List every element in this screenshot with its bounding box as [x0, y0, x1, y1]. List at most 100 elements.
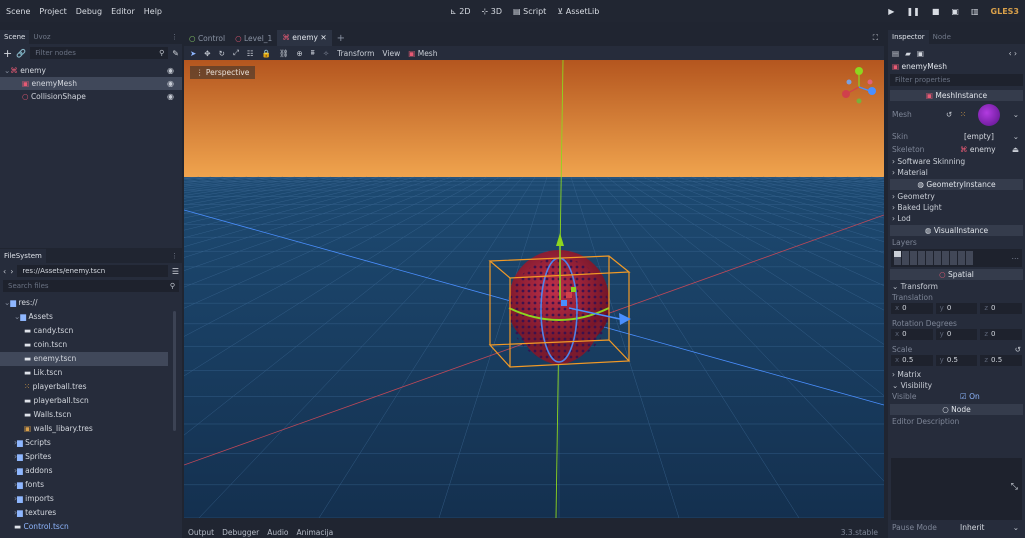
transform-menu[interactable]: Transform — [337, 48, 375, 58]
category-transform[interactable]: ⌄ Transform — [892, 282, 938, 291]
object-header[interactable]: ▣ enemyMesh — [892, 62, 947, 71]
editor-description-field[interactable]: ⤡ — [891, 458, 1022, 520]
renderer-label[interactable]: GLES3 — [990, 6, 1019, 16]
file-tree-item[interactable]: ▬ Lik.tscn — [24, 368, 63, 377]
link-icon[interactable]: 🔗 — [16, 48, 27, 58]
collapse-icon[interactable]: ⌄ — [4, 298, 11, 307]
tab-debugger[interactable]: Debugger — [222, 528, 260, 537]
file-tree-item[interactable]: ▬ candy.tscn — [24, 326, 74, 335]
expand-icon[interactable]: ⤡ — [1010, 482, 1018, 492]
chevron-down-icon[interactable]: ⌄ — [1012, 132, 1019, 141]
tab-node[interactable]: Node — [932, 33, 951, 41]
tree-node-enemymesh[interactable]: ▣ enemyMesh ◉ — [0, 77, 182, 90]
menu-debug[interactable]: Debug — [75, 6, 103, 16]
add-node-icon[interactable]: + — [3, 46, 13, 60]
tab-audio[interactable]: Audio — [267, 528, 289, 537]
play-icon[interactable]: ▶ — [888, 6, 895, 16]
menu-editor[interactable]: Editor — [111, 6, 135, 16]
revert-icon[interactable]: ↺ — [1014, 345, 1021, 354]
close-icon[interactable]: ✕ — [320, 33, 327, 42]
mode-2d-button[interactable]: ⊾ 2D — [450, 6, 471, 16]
split-mode-icon[interactable]: ☰ — [171, 266, 179, 276]
filter-nodes-input[interactable]: Filter nodes ⚲ — [30, 47, 169, 59]
mesh-menu[interactable]: ▣ Mesh — [408, 48, 438, 58]
file-tree-item[interactable]: ›▆ imports — [14, 494, 54, 503]
forward-icon[interactable]: › — [10, 266, 14, 276]
collapse-icon[interactable]: › — [14, 480, 17, 489]
mode-script-button[interactable]: ▤ Script — [513, 6, 547, 16]
section-node[interactable]: ○ Node — [890, 404, 1023, 415]
load-resource-icon[interactable]: ▰ — [905, 49, 911, 58]
list-select-icon[interactable]: ☷ — [246, 48, 254, 58]
file-tree-item[interactable]: ⌄▆ Assets — [14, 312, 53, 321]
tab-enemy[interactable]: ⌘ enemy ✕ — [277, 30, 332, 46]
tab-scene[interactable]: Scene — [0, 30, 30, 44]
file-tree-item[interactable]: ▬ Control.tscn — [14, 522, 69, 531]
scale-tool-icon[interactable]: ⤢ — [232, 48, 239, 57]
chevron-down-icon[interactable]: ⌄ — [1012, 523, 1019, 532]
mode-assetlib-button[interactable]: ⊻ AssetLib — [557, 6, 600, 16]
collapse-icon[interactable]: › — [14, 452, 17, 461]
dock-menu-icon[interactable]: ⋮ — [171, 33, 178, 41]
visibility-eye-icon[interactable]: ◉ — [167, 66, 174, 75]
section-meshinstance[interactable]: ▣ MeshInstance — [890, 90, 1023, 101]
back-icon[interactable]: ‹ — [3, 266, 7, 276]
section-geometryinstance[interactable]: ◍ GeometryInstance — [890, 179, 1023, 190]
lock-icon[interactable]: 🔒 — [261, 48, 271, 58]
skeleton-value[interactable]: ⌘ enemy — [960, 145, 996, 154]
new-tab-icon[interactable]: + — [336, 32, 346, 44]
file-tree-item[interactable]: ›▆ textures — [14, 508, 57, 517]
file-tree-item[interactable]: ▬ enemy.tscn — [0, 352, 168, 366]
file-tree-item[interactable]: ▣ walls_libary.tres — [24, 424, 93, 433]
perspective-menu[interactable]: ⋮ Perspective — [190, 66, 256, 79]
enemy-mesh[interactable] — [508, 250, 610, 365]
orientation-gizmo[interactable] — [842, 67, 876, 104]
dock-menu-icon[interactable]: ⋮ — [171, 252, 178, 260]
layers-grid[interactable]: … — [891, 249, 1022, 267]
collapse-icon[interactable]: › — [14, 438, 17, 447]
more-icon[interactable]: … — [1011, 252, 1020, 261]
category-visibility[interactable]: ⌄ Visibility — [892, 381, 933, 390]
visible-checkbox[interactable]: ☑ On — [960, 392, 980, 401]
tab-animacija[interactable]: Animacija — [296, 528, 334, 537]
filter-properties-input[interactable]: Filter properties — [890, 74, 1023, 86]
tab-control[interactable]: ○ Control — [189, 33, 226, 43]
path-field[interactable]: res://Assets/enemy.tscn — [17, 265, 168, 277]
assign-icon[interactable]: ⏏ — [1011, 145, 1019, 154]
category-geometry[interactable]: › Geometry — [892, 192, 935, 201]
local-space-icon[interactable]: ⊕ — [296, 48, 303, 58]
camera-icon[interactable]: ✧ — [322, 48, 330, 58]
3d-viewport[interactable]: ⋮ Perspective — [184, 60, 884, 518]
tab-inspector[interactable]: Inspector — [888, 30, 929, 44]
pause-icon[interactable]: ❚❚ — [906, 6, 920, 16]
tree-node-collisionshape[interactable]: ○ CollisionShape ◉ — [22, 92, 174, 101]
menu-scene[interactable]: Scene — [6, 6, 31, 16]
category-material[interactable]: › Material — [892, 168, 928, 177]
revert-icon[interactable]: ↺ — [946, 110, 953, 119]
move-tool-icon[interactable]: ✥ — [204, 48, 211, 58]
stop-icon[interactable]: ■ — [931, 6, 940, 16]
tree-node-enemy[interactable]: ⌄⌘ enemy ◉ — [4, 66, 174, 75]
save-icon[interactable]: ▣ — [916, 49, 924, 58]
scale-z-field[interactable]: z 0.5 — [980, 355, 1023, 366]
category-baked-light[interactable]: › Baked Light — [892, 203, 942, 212]
search-files-input[interactable]: Search files ⚲ — [3, 280, 179, 292]
visibility-eye-icon[interactable]: ◉ — [167, 92, 174, 101]
snap-icon[interactable]: ⩩ — [310, 48, 315, 57]
file-tree-item[interactable]: ›▆ Sprites — [14, 452, 52, 461]
file-tree-item[interactable]: ⁙ playerball.tres — [24, 382, 87, 391]
collapse-icon[interactable]: › — [14, 466, 17, 475]
file-tree-item[interactable]: ▬ coin.tscn — [24, 340, 68, 349]
pause-mode-value[interactable]: Inherit — [960, 523, 985, 532]
group-icon[interactable]: ⛓ — [278, 48, 289, 58]
visibility-eye-icon[interactable]: ◉ — [167, 79, 174, 88]
collapse-icon[interactable]: › — [14, 508, 17, 517]
tab-output[interactable]: Output — [188, 528, 215, 537]
category-software-skinning[interactable]: › Software Skinning — [892, 157, 966, 166]
